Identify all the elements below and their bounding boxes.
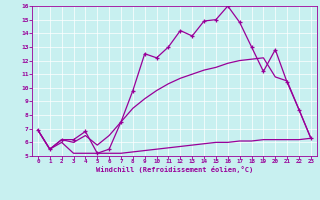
X-axis label: Windchill (Refroidissement éolien,°C): Windchill (Refroidissement éolien,°C) [96, 166, 253, 173]
